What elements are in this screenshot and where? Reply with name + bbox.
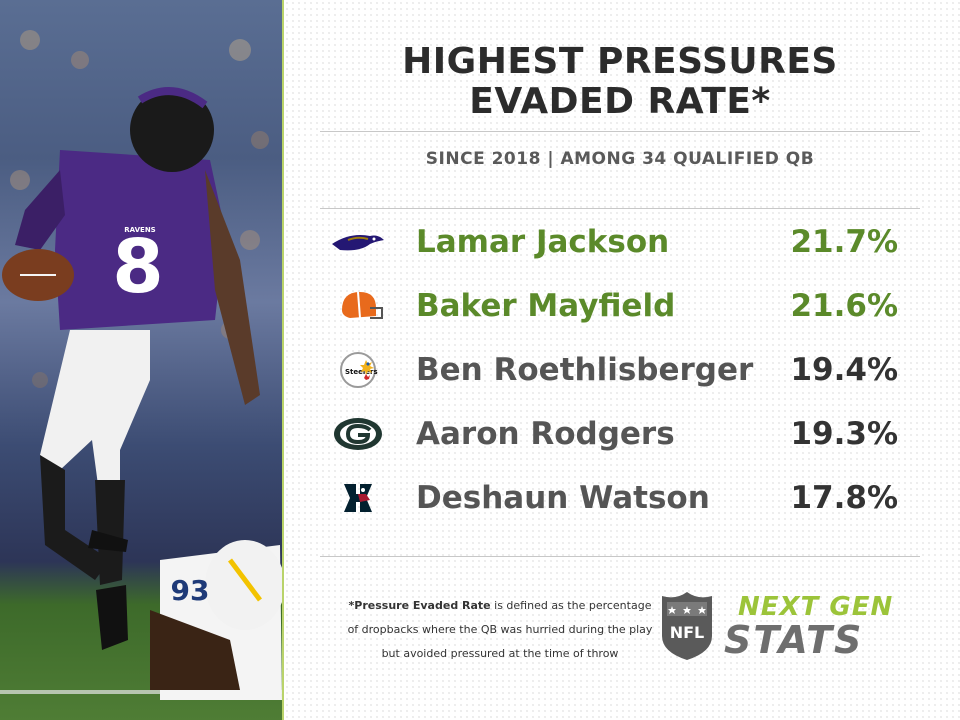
quarterback-figure: 8 RAVENS	[2, 87, 260, 650]
player-name: Deshaun Watson	[416, 480, 710, 516]
player-rate: 19.3%	[790, 416, 898, 452]
subtitle-divider	[320, 208, 920, 209]
leaderboard-row: Baker Mayfield 21.6%	[320, 274, 920, 338]
steelers-logo-icon: Steelers	[340, 352, 378, 388]
leaderboard-row: Deshaun Watson 17.8%	[320, 466, 920, 530]
ngs-line-1: NEXT GEN	[738, 592, 894, 622]
ravens-logo-icon	[332, 235, 384, 251]
leaderboard-row: Aaron Rodgers 19.3%	[320, 402, 920, 466]
nfl-shield-logo: NFL	[662, 592, 712, 660]
player-name: Baker Mayfield	[416, 288, 676, 324]
title-divider	[320, 131, 920, 132]
player-rate: 21.7%	[790, 224, 898, 260]
player-name: Aaron Rodgers	[416, 416, 675, 452]
opponent-lineman: 93	[150, 540, 282, 700]
ngs-line-2: STATS	[724, 618, 864, 662]
leaderboard-row: Steelers Ben Roethlisberger 19.4%	[320, 338, 920, 402]
opponent-jersey-number: 93	[171, 574, 210, 607]
jersey-number: 8	[112, 224, 164, 310]
title-line-1: HIGHEST PRESSURES	[402, 41, 838, 82]
photo-divider	[282, 0, 284, 720]
nfl-wordmark: NFL	[670, 623, 705, 642]
svg-text:Steelers: Steelers	[345, 368, 378, 376]
footnote-line-3: but avoided pressured at the time of thr…	[381, 647, 619, 660]
title-line-2: EVADED RATE*	[469, 81, 771, 122]
next-gen-stats-logo: NEXT GEN STATS	[724, 592, 904, 664]
footnote-line-2: of dropbacks where the QB was hurried du…	[347, 623, 653, 636]
player-rate: 19.4%	[790, 352, 898, 388]
player-rate: 21.6%	[790, 288, 898, 324]
packers-logo-icon	[334, 418, 382, 450]
footer-divider	[320, 556, 920, 557]
player-rate: 17.8%	[790, 480, 898, 516]
footnote-line-1: is defined as the percentage	[490, 599, 652, 612]
texans-logo-icon	[344, 484, 372, 512]
jersey-wordmark: RAVENS	[124, 226, 155, 234]
footnote-term: *Pressure Evaded Rate	[348, 599, 491, 612]
footnote: *Pressure Evaded Rate is defined as the …	[330, 594, 670, 666]
browns-helmet-icon	[342, 291, 383, 319]
leaderboard-row: Lamar Jackson 21.7%	[320, 210, 920, 274]
player-name: Ben Roethlisberger	[416, 352, 754, 388]
player-photo: 8 RAVENS 93	[0, 0, 282, 720]
photo-illustration: 8 RAVENS 93	[0, 30, 282, 700]
player-name: Lamar Jackson	[416, 224, 670, 260]
subtitle: SINCE 2018 | AMONG 34 QUALIFIED QB	[425, 149, 815, 169]
stats-panel: HIGHEST PRESSURES EVADED RATE* SINCE 201…	[284, 0, 960, 720]
chart-title: HIGHEST PRESSURES EVADED RATE*	[320, 42, 920, 122]
